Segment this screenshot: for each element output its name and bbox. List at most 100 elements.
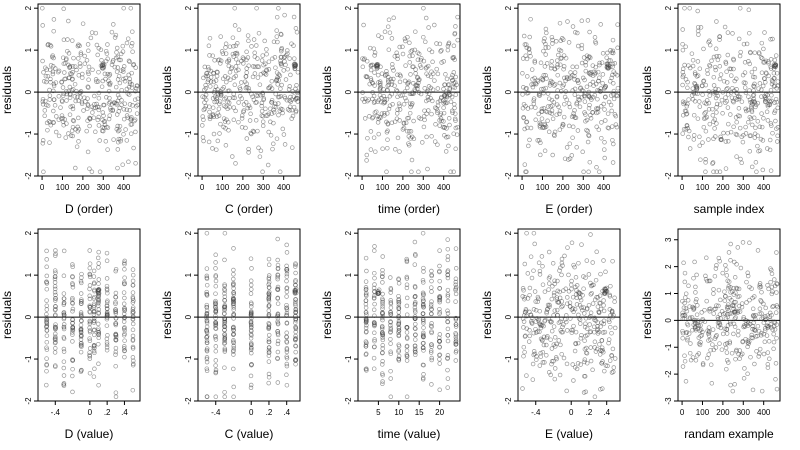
data-point: [127, 102, 133, 107]
data-point: [768, 121, 774, 126]
data-point: [113, 32, 119, 38]
data-point: [104, 342, 110, 347]
data-point: [284, 347, 290, 352]
data-point: [416, 77, 421, 83]
data-point: [771, 303, 776, 309]
y-tick-label: -2: [344, 172, 353, 180]
data-point: [85, 69, 91, 75]
data-point: [44, 345, 49, 350]
data-point: [96, 361, 101, 367]
data-point: [87, 283, 93, 288]
data-point: [588, 113, 593, 118]
data-point: [683, 77, 689, 82]
data-point: [541, 342, 547, 348]
data-point: [559, 304, 564, 310]
data-point: [102, 122, 108, 127]
y-tick-label: -2: [344, 397, 353, 405]
data-point: [588, 55, 593, 60]
data-point: [715, 93, 720, 99]
data-point: [78, 95, 83, 100]
data-point: [752, 66, 758, 72]
data-point: [213, 313, 218, 319]
data-point: [213, 326, 219, 331]
data-point: [293, 270, 298, 276]
data-point: [746, 7, 752, 13]
data-point: [424, 111, 429, 117]
data-point: [591, 324, 597, 330]
data-point: [727, 311, 733, 316]
data-point: [531, 82, 536, 87]
data-point: [271, 110, 277, 115]
data-point: [113, 294, 118, 300]
data-point: [532, 60, 538, 65]
data-point: [290, 145, 295, 150]
data-point: [547, 281, 552, 286]
data-point: [711, 169, 716, 175]
data-point: [702, 100, 707, 106]
data-point: [113, 307, 118, 312]
data-point: [520, 286, 526, 291]
data-point: [295, 70, 301, 75]
data-point: [605, 64, 610, 69]
data-point: [113, 84, 119, 90]
data-point: [588, 292, 594, 297]
x-axis-title: E (order): [545, 202, 592, 216]
data-point: [593, 318, 599, 323]
data-point: [575, 30, 580, 36]
data-point: [277, 169, 283, 175]
data-point: [104, 315, 110, 320]
data-point: [718, 325, 724, 331]
data-point: [396, 348, 401, 353]
data-point: [693, 284, 698, 290]
data-point: [412, 87, 417, 92]
data-point: [770, 79, 775, 84]
data-point: [598, 301, 603, 306]
x-tick-label: .2: [586, 408, 593, 417]
data-point: [688, 357, 694, 363]
data-point: [607, 358, 613, 363]
data-point: [406, 115, 411, 121]
data-point: [388, 351, 394, 356]
data-point: [741, 41, 747, 47]
data-point: [130, 344, 136, 350]
data-point: [733, 131, 739, 137]
data-point: [396, 353, 402, 359]
data-point: [686, 128, 692, 134]
data-point: [768, 87, 774, 93]
data-point: [737, 5, 743, 11]
data-point: [204, 368, 210, 374]
data-point: [537, 124, 543, 130]
data-point: [382, 111, 387, 116]
data-point: [113, 309, 118, 315]
data-point: [582, 373, 587, 379]
data-point: [289, 107, 295, 113]
data-point: [410, 91, 415, 96]
data-point: [773, 361, 779, 366]
data-point: [275, 316, 281, 321]
data-point: [561, 37, 566, 42]
data-point: [612, 295, 617, 301]
data-point: [559, 299, 565, 304]
data-point: [85, 42, 91, 47]
data-point: [404, 358, 410, 363]
data-point: [98, 47, 104, 53]
data-point: [224, 79, 229, 85]
data-point: [218, 93, 224, 98]
data-point: [445, 134, 451, 140]
data-point: [589, 283, 594, 289]
data-point: [409, 134, 415, 140]
data-point: [396, 356, 402, 362]
data-point: [207, 53, 212, 58]
data-point: [230, 301, 236, 307]
data-point: [429, 324, 434, 329]
data-point: [214, 99, 220, 104]
y-tick-label: 0: [664, 318, 673, 323]
data-point: [204, 346, 210, 351]
data-point: [244, 66, 249, 71]
data-point: [64, 56, 69, 61]
data-point: [204, 291, 209, 297]
data-point: [221, 124, 226, 130]
data-point: [372, 99, 378, 104]
data-point: [100, 78, 106, 84]
data-point: [452, 105, 457, 111]
